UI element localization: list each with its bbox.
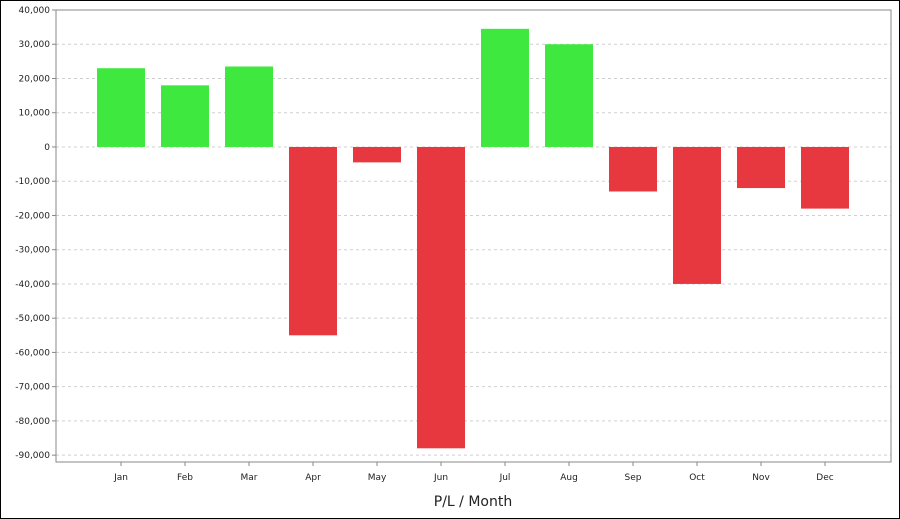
y-tick-label: -70,000 (15, 383, 50, 393)
x-axis-label: P/L / Month (434, 494, 512, 510)
y-tick-label: -30,000 (15, 246, 50, 256)
x-tick-label: Nov (752, 473, 770, 483)
bar-jun (417, 146, 465, 449)
plot-area (55, 9, 892, 463)
x-tick-label: Jan (113, 473, 128, 483)
x-tick-label: Feb (177, 473, 193, 483)
x-axis-ticks: Jan Feb Mar Apr May Jun Jul Aug Sep Oct Nov Dec (113, 462, 834, 483)
x-tick-label: Jun (433, 473, 448, 483)
x-tick-label: Mar (241, 473, 258, 483)
bar-feb (161, 85, 209, 147)
bar-oct (673, 146, 721, 284)
x-tick-label: Dec (816, 473, 833, 483)
bar-may (353, 146, 401, 163)
y-tick-label: 10,000 (19, 109, 51, 119)
y-tick-label: 40,000 (19, 6, 51, 16)
y-tick-label: -90,000 (15, 451, 50, 461)
grid-lines (56, 9, 891, 456)
y-tick-label: 0 (44, 143, 50, 153)
y-tick-label: -10,000 (15, 177, 50, 187)
x-tick-label: Apr (305, 473, 321, 483)
x-tick-label: Jul (499, 473, 511, 483)
y-tick-label: -20,000 (15, 211, 50, 221)
y-tick-label: -40,000 (15, 280, 50, 290)
x-tick-label: Sep (625, 473, 642, 483)
bar-nov (737, 146, 785, 189)
x-tick-label: Aug (560, 473, 578, 483)
bar-apr (289, 146, 337, 336)
bar-mar (225, 66, 273, 147)
y-axis-ticks: 40,000 30,000 20,000 10,000 0 -10,000 -20,000 -… (15, 6, 56, 461)
bar-jan (97, 68, 145, 147)
x-tick-label: May (368, 473, 387, 483)
bar-sep (609, 146, 657, 192)
bars (97, 28, 849, 449)
y-tick-label: 30,000 (19, 40, 51, 50)
y-tick-label: 20,000 (19, 74, 51, 84)
x-tick-label: Oct (689, 473, 705, 483)
y-tick-label: -60,000 (15, 348, 50, 358)
bar-aug (545, 44, 593, 147)
bar-jul (481, 28, 529, 147)
bar-dec (801, 146, 849, 209)
y-tick-label: -50,000 (15, 314, 50, 324)
y-tick-label: -80,000 (15, 417, 50, 427)
